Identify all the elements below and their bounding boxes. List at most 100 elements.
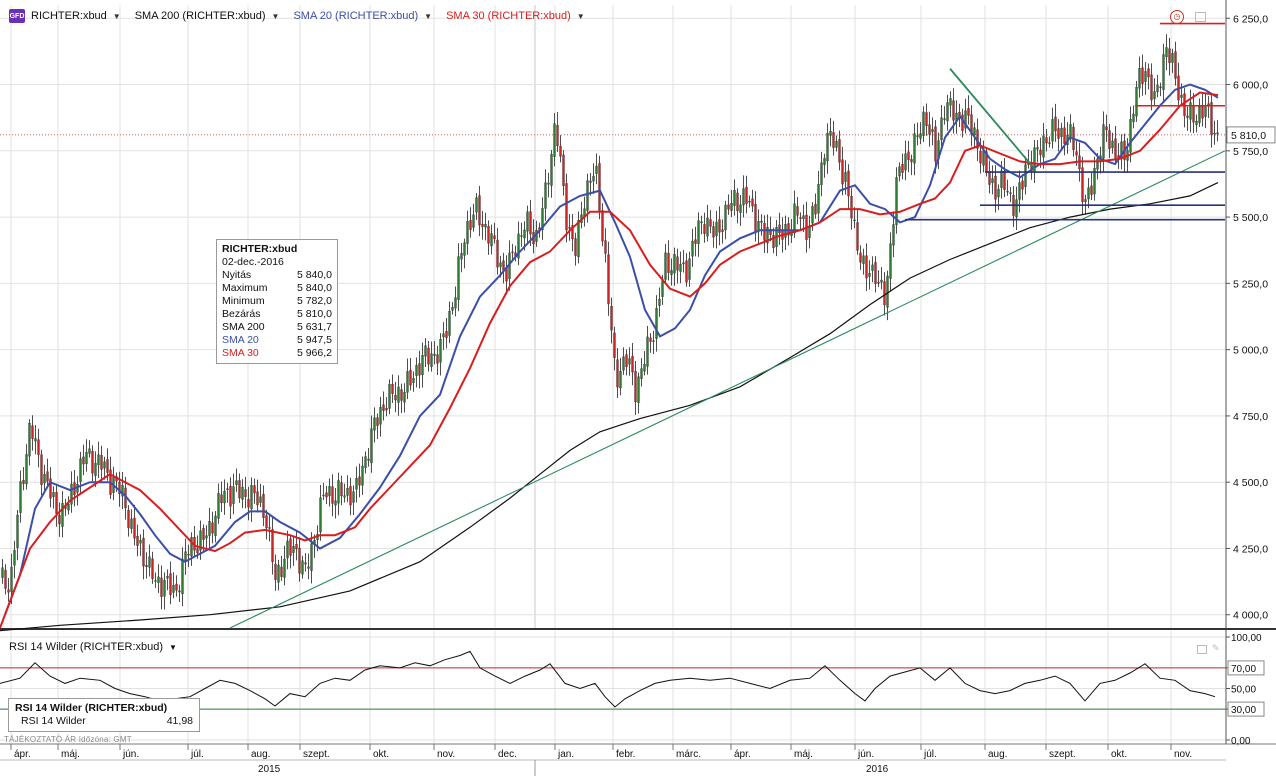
candle-body xyxy=(589,180,592,183)
candle-body xyxy=(1057,128,1060,139)
legend-sma20[interactable]: SMA 20 (RICHTER:xbud) ▼ xyxy=(293,10,432,22)
candle-body xyxy=(886,275,889,308)
candle-body xyxy=(439,339,442,363)
candle-body xyxy=(274,563,277,580)
month-tick-label: nov. xyxy=(1174,749,1192,760)
candle-body xyxy=(721,229,724,232)
candle-body xyxy=(454,297,457,309)
candle-body xyxy=(1006,190,1009,193)
drawn-trendlines xyxy=(0,22,1226,629)
candle-body xyxy=(832,132,835,148)
candle-body xyxy=(1150,74,1153,101)
candle-body xyxy=(1141,67,1144,84)
candle-body xyxy=(133,517,136,539)
candle-body xyxy=(331,486,334,504)
candle-body xyxy=(391,383,394,394)
candle-body xyxy=(1165,47,1168,58)
candle-body xyxy=(931,129,934,133)
legend-series[interactable]: RICHTER:xbud ▼ xyxy=(31,10,121,22)
candle-body xyxy=(352,491,355,503)
info-date: 02-dec.-2016 xyxy=(222,256,284,268)
candle-body xyxy=(1210,102,1213,135)
candle-body xyxy=(661,280,664,297)
candle-body xyxy=(772,235,775,248)
candle-body xyxy=(574,238,577,256)
legend-series-label: RICHTER:xbud xyxy=(31,10,107,22)
candle-body xyxy=(1204,106,1207,117)
candle-body xyxy=(655,308,658,339)
candle-body xyxy=(208,521,211,536)
series-legend-bar: GFD RICHTER:xbud ▼ SMA 200 (RICHTER:xbud… xyxy=(0,7,599,25)
candle-body xyxy=(859,252,862,263)
rsi-series xyxy=(0,650,1226,710)
month-tick-label: szept. xyxy=(1049,749,1076,760)
maximize-icon[interactable] xyxy=(1195,12,1206,22)
dropdown-arrow-icon[interactable]: ▼ xyxy=(424,11,433,21)
rsi-axis: 0,00 30,00 50,00 70,00 100,00 xyxy=(1226,633,1265,747)
dropdown-arrow-icon[interactable]: ▼ xyxy=(112,11,121,21)
candle-body xyxy=(382,404,385,411)
pin-icon[interactable]: ✎ xyxy=(1212,643,1220,653)
candle-body xyxy=(232,486,235,504)
maximize-icon[interactable] xyxy=(1197,645,1207,654)
candle-body xyxy=(1216,132,1219,135)
rsi-info-title: RSI 14 Wilder (RICHTER:xbud) xyxy=(15,702,168,714)
candle-body xyxy=(1048,142,1051,144)
month-tick-label: aug. xyxy=(988,749,1007,760)
price-tick-label: 5 250,0 xyxy=(1233,278,1268,290)
candle-body xyxy=(61,503,64,527)
price-tick-label: 5 000,0 xyxy=(1233,345,1268,357)
candle-body xyxy=(763,223,766,241)
info-row-sma20: SMA 20 5 947,5 xyxy=(222,334,332,346)
candle-body xyxy=(463,242,466,256)
candle-body xyxy=(922,111,925,136)
legend-sma30[interactable]: SMA 30 (RICHTER:xbud) ▼ xyxy=(446,10,585,22)
sma30-line xyxy=(0,91,1219,629)
candle-body xyxy=(586,180,589,211)
candle-body xyxy=(1180,94,1183,98)
candle-body xyxy=(322,494,325,497)
candle-body xyxy=(865,255,868,279)
dropdown-arrow-icon[interactable]: ▼ xyxy=(169,642,177,652)
dropdown-arrow-icon[interactable]: ▼ xyxy=(576,11,585,21)
candle-body xyxy=(250,485,253,510)
candle-body xyxy=(1114,138,1117,159)
dropdown-arrow-icon[interactable]: ▼ xyxy=(271,11,280,21)
candle-body xyxy=(841,159,844,185)
candle-body xyxy=(1036,147,1039,150)
month-tick-label: ápr. xyxy=(734,749,751,760)
legend-sma200[interactable]: SMA 200 (RICHTER:xbud) ▼ xyxy=(135,10,280,22)
candle-body xyxy=(1198,106,1201,123)
candle-body xyxy=(607,254,610,305)
candle-body xyxy=(577,220,580,258)
candle-body xyxy=(91,451,94,474)
candle-body xyxy=(268,527,271,529)
rsi-tick-label: 0,00 xyxy=(1231,736,1251,747)
info-title: RICHTER:xbud xyxy=(222,243,298,255)
candle-body xyxy=(1084,199,1087,202)
candle-body xyxy=(364,456,367,468)
candle-body xyxy=(787,223,790,236)
candle-body xyxy=(337,480,340,504)
candle-body xyxy=(1138,68,1141,89)
candle-body xyxy=(1021,180,1024,190)
legend-sma20-label: SMA 20 (RICHTER:xbud) xyxy=(293,10,419,22)
rsi-legend[interactable]: RSI 14 Wilder (RICHTER:xbud) ▼ xyxy=(9,641,177,653)
candle-body xyxy=(601,210,604,242)
candle-body xyxy=(928,124,931,135)
candle-body xyxy=(541,208,544,230)
candle-body xyxy=(610,306,613,331)
candle-body xyxy=(379,407,382,425)
candle-body xyxy=(370,428,373,464)
candle-body xyxy=(1024,164,1027,187)
candle-body xyxy=(952,100,955,121)
candle-body xyxy=(406,371,409,393)
month-tick-label: máj. xyxy=(61,749,80,760)
candle-body xyxy=(397,386,400,403)
candle-body xyxy=(793,203,796,234)
candle-body xyxy=(1102,124,1105,159)
clock-icon[interactable]: ◷ xyxy=(1170,10,1184,24)
info-row-max: Maximum 5 840,0 xyxy=(222,282,332,294)
candle-body xyxy=(259,496,262,503)
